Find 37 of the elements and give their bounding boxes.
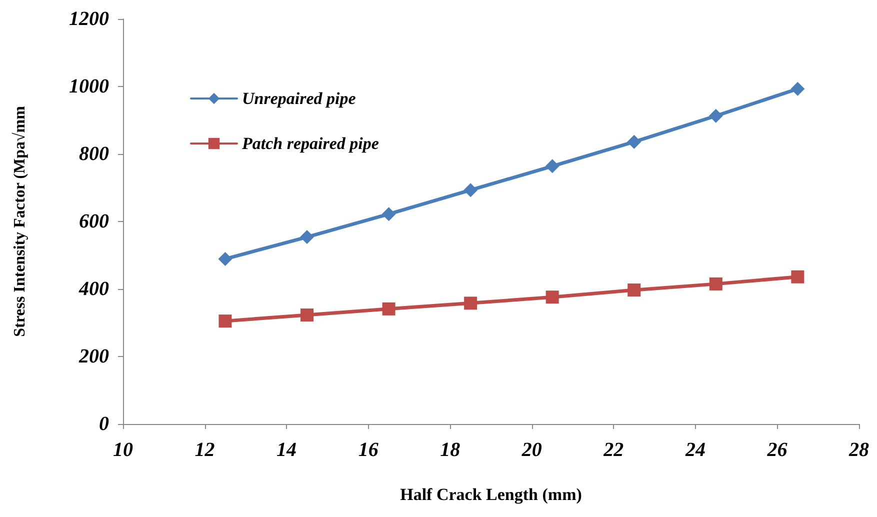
point	[546, 290, 559, 304]
point	[218, 252, 232, 266]
y-tick-label: 0	[99, 413, 109, 435]
y-tick-label: 400	[78, 278, 109, 300]
point	[218, 314, 232, 328]
y-tick-label: 1200	[69, 8, 109, 30]
x-tick-label: 12	[194, 439, 215, 461]
point	[790, 82, 805, 96]
point	[382, 207, 396, 222]
point	[709, 277, 722, 290]
x-tick-label: 22	[602, 439, 624, 461]
y-axis-title: Stress Intensity Factor (Mpa√mm	[12, 105, 28, 337]
x-tick-label: 10	[113, 439, 133, 461]
point	[628, 284, 641, 297]
point	[708, 108, 723, 123]
y-tick-label: 1000	[69, 76, 109, 98]
x-tick-label: 26	[766, 439, 788, 461]
x-tick-label: 28	[848, 439, 869, 461]
x-tick-label: 20	[520, 439, 542, 461]
point	[300, 230, 314, 244]
point	[300, 308, 314, 322]
point	[464, 183, 478, 198]
x-tick-label: 16	[358, 439, 378, 461]
legend-label: Unrepaired pipe	[242, 89, 356, 108]
y-tick-label: 600	[79, 210, 109, 232]
point	[464, 296, 478, 310]
x-tick-label: 14	[276, 439, 297, 461]
point	[627, 134, 642, 149]
x-axis-title: Half Crack Length (mm)	[400, 485, 582, 504]
x-tick-label: 24	[684, 439, 706, 461]
y-tick-label: 800	[79, 143, 109, 165]
legend-label: Patch repaired pipe	[241, 134, 380, 153]
point	[791, 270, 804, 284]
x-tick-label: 18	[440, 439, 460, 461]
point	[545, 159, 560, 174]
y-tick-label: 200	[78, 346, 109, 368]
point	[382, 302, 396, 316]
